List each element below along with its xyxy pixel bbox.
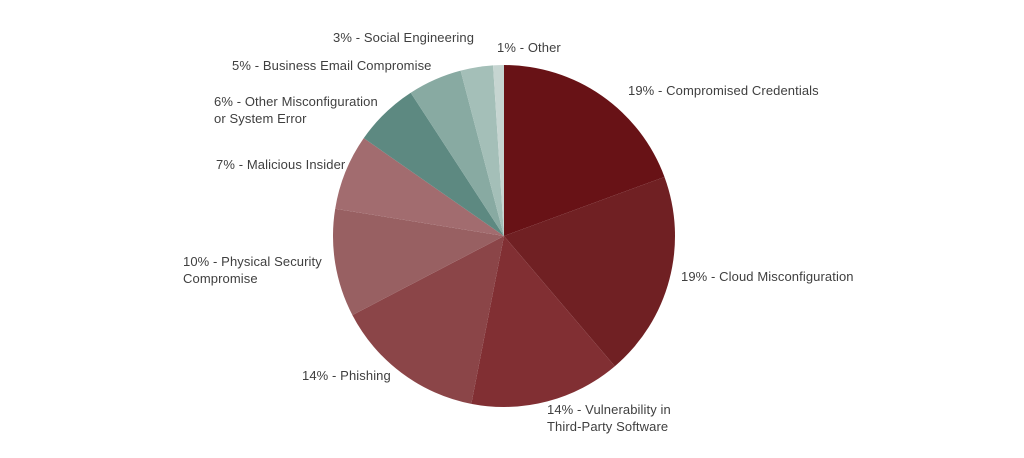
slice-label-physical-security-compromise: 10% - Physical Security Compromise [183,254,322,286]
slice-label-business-email-compromise: 5% - Business Email Compromise [232,58,432,73]
pie-slice-other [493,65,504,236]
pie-slice-social-engineering [460,65,504,236]
pie-slice-malicious-insider [335,138,504,236]
slice-label-phishing: 14% - Phishing [302,368,391,383]
pie-slice-vulnerability-third-party-software [471,236,615,408]
pie-slice-other-misconfiguration-or-system-error [363,92,504,236]
pie-slice-physical-security-compromise [332,208,504,316]
pie-slice-phishing [352,236,504,404]
slice-label-malicious-insider: 7% - Malicious Insider [216,157,346,172]
slice-label-other-misconfiguration-or-system-error: 6% - Other Misconfiguration or System Er… [214,94,378,126]
slice-label-cloud-misconfiguration: 19% - Cloud Misconfiguration [681,269,854,284]
pie-slice-business-email-compromise [410,70,504,236]
slice-label-compromised-credentials: 19% - Compromised Credentials [628,83,819,98]
slice-label-other: 1% - Other [497,40,561,55]
pie-slice-cloud-misconfiguration [504,176,676,367]
slice-label-vulnerability-third-party-software: 14% - Vulnerability in Third-Party Softw… [547,402,671,434]
pie-slice-compromised-credentials [504,65,665,236]
slice-label-social-engineering: 3% - Social Engineering [333,30,475,45]
